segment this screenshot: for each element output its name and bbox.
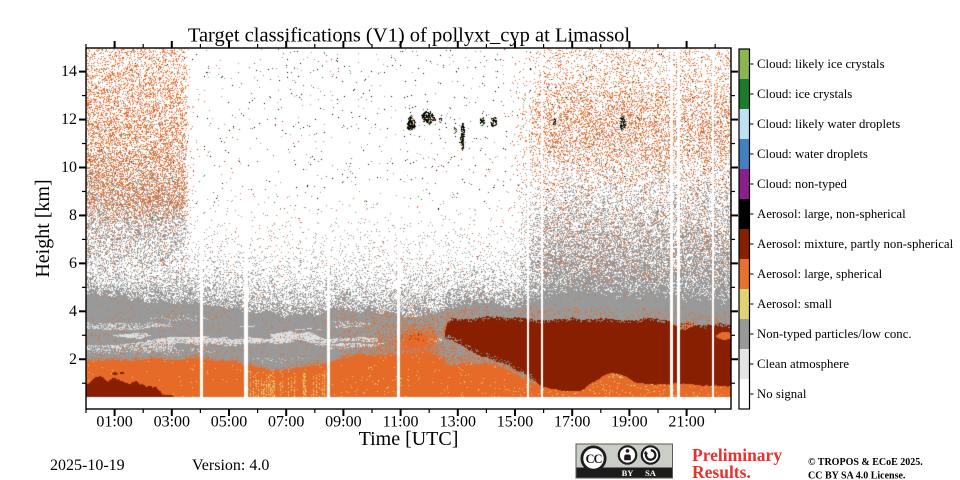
svg-text:Cloud: likely ice crystals: Cloud: likely ice crystals (757, 57, 885, 71)
svg-text:03:00: 03:00 (154, 414, 190, 431)
svg-text:09:00: 09:00 (325, 414, 361, 431)
svg-text:19:00: 19:00 (611, 414, 647, 431)
svg-text:17:00: 17:00 (554, 414, 590, 431)
svg-text:07:00: 07:00 (268, 414, 304, 431)
svg-text:Cloud: likely water droplets: Cloud: likely water droplets (757, 117, 900, 131)
svg-text:13:00: 13:00 (440, 414, 476, 431)
svg-text:Results.: Results. (692, 462, 751, 480)
svg-text:6: 6 (69, 255, 77, 272)
svg-text:Preliminary: Preliminary (692, 445, 782, 465)
svg-text:12: 12 (61, 111, 77, 128)
svg-text:Non-typed particles/low conc.: Non-typed particles/low conc. (757, 327, 912, 341)
svg-text:Cloud: water droplets: Cloud: water droplets (757, 147, 868, 161)
svg-text:SA: SA (645, 468, 657, 478)
svg-text:11:00: 11:00 (383, 414, 419, 431)
svg-text:01:00: 01:00 (96, 414, 132, 431)
svg-text:2025-10-19: 2025-10-19 (50, 457, 125, 474)
svg-text:CC: CC (585, 452, 602, 466)
svg-text:8: 8 (69, 207, 77, 224)
svg-text:Version: 4.0: Version: 4.0 (192, 457, 269, 474)
svg-text:Aerosol: small: Aerosol: small (757, 297, 832, 311)
svg-text:Target classifications (V1) of: Target classifications (V1) of pollyxt_c… (188, 25, 631, 47)
svg-text:No signal: No signal (757, 387, 807, 401)
svg-text:Aerosol: large, non-spherical: Aerosol: large, non-spherical (757, 207, 906, 221)
svg-text:Time [UTC]: Time [UTC] (359, 428, 459, 450)
svg-text:BY: BY (622, 468, 634, 478)
svg-text:05:00: 05:00 (211, 414, 247, 431)
svg-text:14: 14 (61, 63, 77, 80)
svg-text:21:00: 21:00 (668, 414, 704, 431)
svg-text:© TROPOS & ECoE 2025.: © TROPOS & ECoE 2025. (808, 457, 923, 468)
svg-text:Cloud: ice crystals: Cloud: ice crystals (757, 87, 852, 101)
svg-text:10: 10 (61, 159, 77, 176)
svg-text:Aerosol: large, spherical: Aerosol: large, spherical (757, 267, 883, 281)
svg-text:Height [km]: Height [km] (32, 179, 54, 277)
svg-text:Clean atmosphere: Clean atmosphere (757, 357, 849, 371)
svg-text:15:00: 15:00 (497, 414, 533, 431)
svg-text:CC BY SA 4.0 License.: CC BY SA 4.0 License. (808, 471, 906, 480)
svg-text:Aerosol: mixture, partly non-s: Aerosol: mixture, partly non-spherical (757, 237, 954, 251)
svg-text:4: 4 (69, 303, 77, 320)
svg-text:Cloud: non-typed: Cloud: non-typed (757, 177, 848, 191)
svg-text:2: 2 (69, 351, 77, 368)
